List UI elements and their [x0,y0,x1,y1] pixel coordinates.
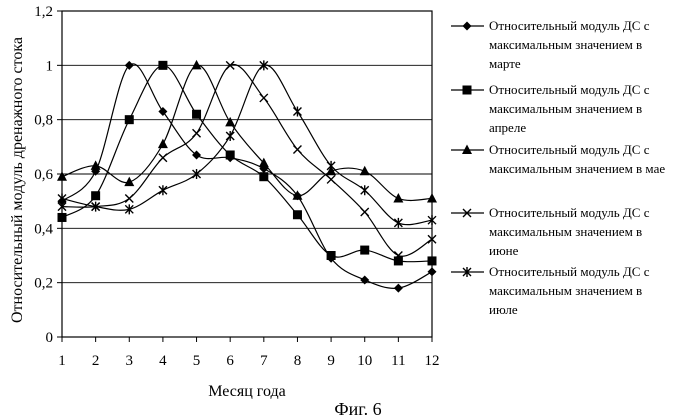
y-tick-label: 1 [46,58,54,74]
data-point-star [293,107,301,117]
data-point-diamond [428,267,437,276]
data-point-x [327,175,335,183]
y-axis-label: Относительный модуль дренажного стока [9,37,26,323]
data-point-square [192,110,201,119]
x-tick-label: 12 [425,353,440,369]
legend-label-line: максимальным значением в [489,283,642,298]
data-point-triangle [462,145,472,155]
data-point-x [260,94,268,102]
legend-label-line: максимальным значением в мае [489,161,665,176]
data-point-diamond [394,284,403,293]
data-point-square [158,61,167,70]
data-point-square [226,150,235,159]
data-point-diamond [463,22,472,31]
data-point-square [259,172,268,181]
data-point-square [91,191,100,200]
data-point-square [360,246,369,255]
x-tick-label: 6 [226,353,234,369]
y-axis-ticks: 0 0,2 0,4 0,6 0,8 1 1,2 [34,4,62,346]
x-tick-label: 5 [193,353,201,369]
legend-label-line: Относительный модуль ДС с [489,142,650,157]
data-point-x [361,208,369,216]
data-point-x [125,194,133,202]
legend-label-line: максимальным значением в [489,224,642,239]
gridlines [62,65,432,282]
figure-caption: Фиг. 6 [334,399,381,419]
legend-entry: Относительный модуль ДС с максимальным зн… [451,205,650,258]
data-point-square [125,115,134,124]
x-tick-label: 7 [260,353,268,369]
y-tick-label: 0 [46,330,54,346]
series-layer [57,60,437,293]
y-tick-label: 0,4 [34,221,53,237]
legend-label-line: апреле [489,120,526,135]
legend-label-line: максимальным значением в [489,101,642,116]
legend-label-line: Относительный модуль ДС с [489,82,650,97]
data-point-triangle [124,177,134,187]
y-tick-label: 0,8 [34,113,53,129]
data-point-star [394,218,402,228]
x-tick-label: 3 [126,353,134,369]
data-point-square [428,256,437,265]
data-point-x [159,154,167,162]
legend: Относительный модуль ДС с максимальным зн… [451,18,665,317]
data-point-star [327,161,335,171]
data-point-triangle [192,60,202,70]
data-point-square [293,210,302,219]
data-point-x [193,129,201,137]
x-tick-label: 1 [58,353,66,369]
legend-entry: Относительный модуль ДС с максимальным зн… [451,264,650,317]
legend-label-line: Относительный модуль ДС с [489,18,650,33]
legend-label-line: июне [489,243,519,258]
data-point-square [463,86,472,95]
y-tick-label: 0,2 [34,276,53,292]
x-axis-ticks: 123456789101112 [58,337,439,369]
legend-label-line: Относительный модуль ДС с [489,264,650,279]
legend-entry: Относительный модуль ДС с максимальным зн… [451,142,665,176]
x-tick-label: 10 [357,353,372,369]
data-point-star [159,185,167,195]
data-point-star [58,193,66,203]
data-point-triangle [393,193,403,203]
y-tick-label: 1,2 [34,4,53,20]
data-point-triangle [225,117,235,127]
x-tick-label: 8 [294,353,302,369]
data-point-triangle [427,193,437,203]
x-tick-label: 9 [327,353,335,369]
data-point-star [226,131,234,141]
data-point-star [361,185,369,195]
series-triangle [57,60,437,203]
data-point-x [293,146,301,154]
x-axis-label: Месяц года [208,383,285,400]
series-line [62,64,432,289]
legend-entry: Относительный модуль ДС с максимальным зн… [451,82,650,135]
series-line [62,65,432,200]
data-point-triangle [158,139,168,149]
y-tick-label: 0,6 [34,167,53,183]
legend-label-line: июле [489,302,518,317]
data-point-diamond [125,61,134,70]
data-point-square [327,251,336,260]
legend-entry: Относительный модуль ДС с максимальным зн… [451,18,650,71]
data-point-triangle [57,171,67,181]
chart-figure: 00,20,40,60,811,2 123456789101112 Относи… [0,0,700,420]
series-x [58,61,436,259]
x-tick-label: 4 [159,353,167,369]
legend-label-line: марте [489,56,521,71]
legend-label-line: максимальным значением в [489,37,642,52]
x-tick-label: 2 [92,353,100,369]
data-point-square [58,213,67,222]
x-tick-label: 11 [391,353,405,369]
legend-label-line: Относительный модуль ДС с [489,205,650,220]
data-point-diamond [158,107,167,116]
